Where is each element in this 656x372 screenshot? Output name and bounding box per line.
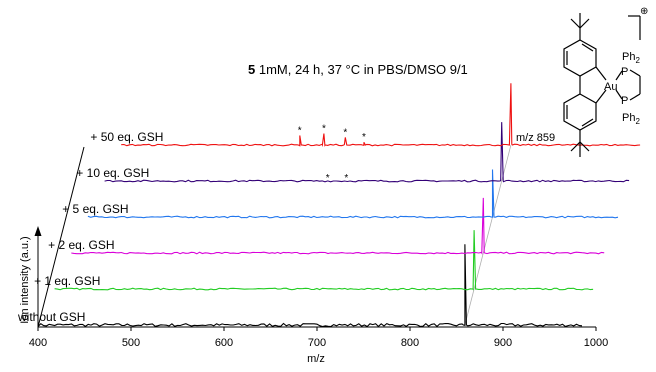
series-line-4 — [104, 122, 630, 183]
impurity-star: * — [362, 132, 366, 143]
title-conditions: 1mM, 24 h, 37 °C in PBS/DMSO 9/1 — [255, 62, 468, 77]
series-line-0 — [37, 244, 583, 328]
structure-ph-top: Ph2 — [622, 51, 640, 65]
impurity-star: * — [322, 124, 326, 135]
x-tick-label-800: 800 — [401, 337, 419, 349]
chart-title: 5 1mM, 24 h, 37 °C in PBS/DMSO 9/1 — [248, 62, 468, 77]
gold-complex-structure — [563, 13, 641, 157]
x-tick-label-1000: 1000 — [584, 337, 608, 349]
series-1: + 1 eq. GSH — [34, 230, 594, 291]
series-line-5 — [121, 83, 641, 148]
series-line-2 — [71, 197, 605, 255]
depth-axis-line — [37, 146, 85, 328]
series-label-3: + 5 eq. GSH — [62, 202, 128, 216]
structure-p-top: P — [621, 66, 628, 78]
x-tick-group: 400 500 600 700 800 900 1000 — [29, 327, 608, 349]
series-3: + 5 eq. GSH — [62, 169, 619, 219]
x-tick-label-500: 500 — [122, 337, 140, 349]
series-label-2: + 2 eq. GSH — [48, 238, 114, 252]
structure-p-bottom: P — [621, 95, 628, 107]
series-5: + 50 eq. GSH — [90, 83, 641, 148]
x-tick-label-400: 400 — [29, 337, 47, 349]
series-line-1 — [54, 230, 594, 291]
impurity-markers: * * * * * * — [298, 124, 366, 184]
series-label-5: + 50 eq. GSH — [90, 130, 163, 144]
series-label-4: + 10 eq. GSH — [76, 166, 149, 180]
impurity-star: * — [343, 127, 347, 138]
impurity-star: * — [344, 173, 348, 184]
series-group: without GSH + 1 eq. GSH + 2 eq. GSH + 5 eq.… — [17, 83, 641, 328]
series-label-0: without GSH — [17, 310, 85, 324]
impurity-star: * — [326, 173, 330, 184]
x-tick-label-600: 600 — [215, 337, 233, 349]
x-tick-label-900: 900 — [494, 337, 512, 349]
y-axis-arrow — [34, 226, 42, 236]
title-compound-number: 5 — [248, 62, 255, 77]
peak-guide-lines — [464, 144, 512, 326]
peak-label: m/z 859 — [516, 132, 555, 144]
x-axis-label: m/z — [307, 353, 325, 365]
structure-ph-bottom: Ph2 — [622, 112, 640, 126]
series-label-1: + 1 eq. GSH — [34, 274, 100, 288]
impurity-star: * — [298, 126, 302, 137]
structure-metal: Au — [604, 81, 617, 93]
y-axis-label: Ion intensity (a.u.) — [19, 236, 31, 323]
series-2: + 2 eq. GSH — [48, 197, 605, 255]
series-0: without GSH — [17, 244, 583, 328]
series-line-3 — [87, 169, 619, 219]
x-tick-label-700: 700 — [308, 337, 326, 349]
peak-trace-line — [464, 144, 512, 326]
structure-charge: ⊕ — [640, 6, 648, 17]
series-4: + 10 eq. GSH — [76, 122, 630, 183]
